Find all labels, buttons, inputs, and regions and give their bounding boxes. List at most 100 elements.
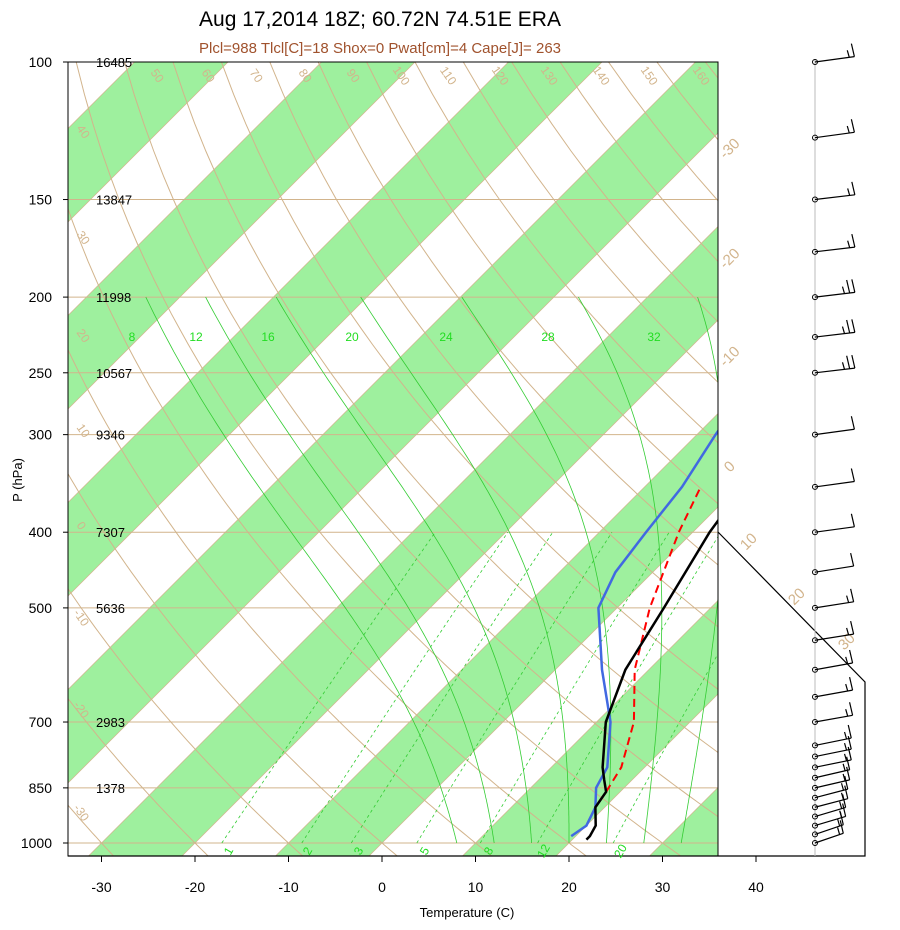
isotherm-line bbox=[368, 506, 718, 856]
barb-flag bbox=[843, 731, 848, 740]
barb-flag bbox=[846, 627, 850, 636]
y-tick-label: 200 bbox=[29, 289, 53, 305]
barb-flag bbox=[849, 702, 854, 716]
x-tick-label: -20 bbox=[185, 879, 205, 895]
barb-shaft bbox=[814, 565, 854, 573]
wind-barb bbox=[812, 416, 855, 438]
y-tick-label: 500 bbox=[29, 600, 53, 616]
wind-barb bbox=[812, 552, 855, 576]
barb-shaft bbox=[814, 788, 848, 799]
mixing-ratio-line bbox=[301, 531, 509, 844]
barb-flag bbox=[847, 724, 852, 739]
barb-flag bbox=[846, 279, 851, 294]
x-tick-label: 20 bbox=[561, 879, 577, 895]
moist-adiabat-label: 32 bbox=[647, 330, 661, 344]
temperature-band bbox=[833, 26, 900, 859]
barb-shaft bbox=[814, 748, 852, 758]
isotherm-label: -30 bbox=[716, 135, 743, 162]
moist-adiabat-label: 16 bbox=[261, 330, 275, 344]
wind-barb bbox=[812, 756, 851, 781]
barb-flag bbox=[847, 746, 852, 761]
wind-barb bbox=[812, 724, 852, 749]
barb-flag bbox=[846, 355, 851, 369]
dry-adiabat bbox=[366, 62, 718, 505]
mixing-ratio-line bbox=[537, 535, 718, 844]
barb-flag bbox=[849, 649, 854, 664]
moist-adiabat bbox=[577, 296, 663, 844]
dry-adiabat bbox=[726, 26, 900, 859]
dry-adiabat bbox=[68, 207, 588, 856]
height-label: 2983 bbox=[96, 715, 125, 730]
temperature-line bbox=[585, 518, 718, 841]
dry-adiabat bbox=[414, 62, 718, 444]
barb-flag bbox=[850, 588, 855, 602]
barb-flag bbox=[851, 354, 856, 369]
dry-adiabat-label: 10 bbox=[74, 421, 93, 440]
y-axis-label: P (hPa) bbox=[10, 458, 25, 502]
barb-flag bbox=[837, 827, 841, 835]
isotherm-line bbox=[68, 62, 696, 690]
mixing-ratio-line bbox=[221, 531, 436, 844]
moist-adiabat bbox=[205, 296, 495, 844]
barb-flag bbox=[850, 43, 855, 57]
barb-shaft bbox=[814, 131, 855, 139]
isotherm-line bbox=[68, 132, 718, 784]
barb-flag bbox=[851, 319, 856, 333]
barb-flag bbox=[846, 50, 850, 58]
green-temperature-bands bbox=[68, 26, 900, 859]
y-tick-label: 400 bbox=[29, 524, 53, 540]
x-tick-label: 40 bbox=[748, 879, 764, 895]
barb-shaft bbox=[814, 769, 850, 779]
moist-adiabat bbox=[275, 296, 532, 844]
dry-adiabat-label: 150 bbox=[638, 63, 661, 88]
moist-adiabat-label: 20 bbox=[345, 330, 359, 344]
wind-barb bbox=[812, 468, 855, 490]
y-tick-label: 300 bbox=[29, 427, 53, 443]
isotherm-label: 10 bbox=[737, 530, 761, 554]
barb-shaft bbox=[814, 798, 848, 808]
barb-shaft bbox=[814, 601, 854, 609]
isotherm-label: 20 bbox=[785, 585, 809, 609]
x-tick-label: 10 bbox=[468, 879, 484, 895]
y-tick-label: 850 bbox=[29, 780, 53, 796]
barb-shaft bbox=[814, 824, 844, 835]
moist-adiabat-label: 8 bbox=[129, 330, 136, 344]
barb-flag bbox=[842, 773, 846, 782]
barb-flag bbox=[847, 240, 851, 248]
dry-adiabat bbox=[317, 62, 718, 566]
barb-flag bbox=[843, 742, 848, 751]
moist-adiabat-label: 24 bbox=[439, 330, 453, 344]
isotherm-line bbox=[68, 62, 509, 503]
mixing-ratio-line bbox=[350, 531, 554, 844]
mixing-ratio-line bbox=[612, 653, 718, 844]
isotherm-label: 30 bbox=[835, 630, 859, 654]
height-label: 7307 bbox=[96, 525, 125, 540]
height-label: 11998 bbox=[96, 290, 131, 305]
moist-adiabat bbox=[360, 296, 570, 843]
isotherm-line bbox=[555, 693, 718, 856]
wind-barb bbox=[812, 649, 854, 673]
mixing-ratio-label: 12 bbox=[534, 841, 553, 860]
barb-flag bbox=[847, 736, 852, 750]
barb-shaft bbox=[814, 806, 846, 818]
barb-shaft bbox=[814, 689, 853, 698]
isobar-lines bbox=[68, 62, 718, 856]
barb-shaft bbox=[814, 246, 855, 253]
barb-flag bbox=[841, 362, 846, 370]
barb-station-circle bbox=[812, 813, 818, 820]
barb-flag bbox=[850, 468, 855, 482]
chart-subtitle: Plcl=988 Tlcl[C]=18 Shox=0 Pwat[cm]=4 Ca… bbox=[198, 40, 561, 57]
isotherm-line bbox=[462, 600, 718, 856]
barb-flag bbox=[844, 785, 849, 799]
barb-flag bbox=[850, 119, 855, 133]
isotherm-line bbox=[68, 62, 416, 410]
chart-title: Aug 17,2014 18Z; 60.72N 74.51E ERA bbox=[199, 8, 561, 31]
wind-barb bbox=[812, 775, 849, 801]
barb-flag bbox=[851, 181, 856, 195]
wind-barb bbox=[812, 43, 855, 65]
isotherm-line bbox=[68, 62, 229, 223]
dry-adiabat-lines bbox=[68, 26, 900, 859]
barb-flag bbox=[837, 818, 841, 827]
barb-flag bbox=[844, 775, 849, 790]
